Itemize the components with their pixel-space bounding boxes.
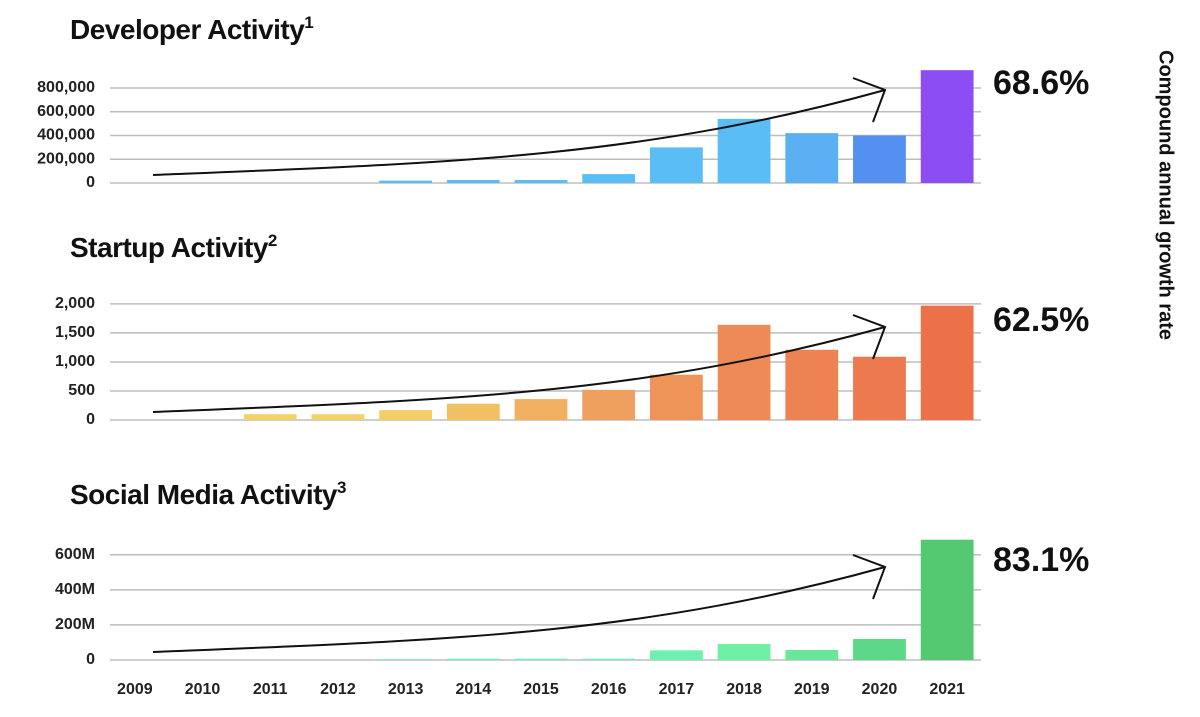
- x-tick-label: 2010: [185, 681, 221, 698]
- title-text: Developer Activity: [70, 14, 305, 45]
- y-tick-label: 0: [86, 174, 95, 191]
- x-tick-label: 2019: [794, 681, 830, 698]
- bar: [514, 180, 568, 183]
- bar: [582, 658, 636, 660]
- x-tick-label: 2016: [591, 681, 627, 698]
- y-tick-label: 1,500: [55, 324, 95, 341]
- y-tick-label: 0: [86, 411, 95, 428]
- trend-arrow: [152, 566, 886, 653]
- bar: [920, 539, 974, 660]
- arrow-head: [852, 554, 887, 600]
- title-note: 2: [268, 231, 277, 250]
- x-tick-label: 2018: [726, 681, 762, 698]
- chart-title: Social Media Activity3: [70, 478, 346, 510]
- x-tick-label: 2009: [117, 681, 153, 698]
- y-tick-label: 800,000: [37, 79, 95, 96]
- growth-rate: 68.6%: [993, 64, 1089, 102]
- bar: [717, 118, 771, 183]
- bar: [379, 659, 433, 660]
- y-tick-label: 0: [86, 651, 95, 668]
- y-tick-label: 600,000: [37, 103, 95, 120]
- x-tick-label: 2020: [862, 681, 898, 698]
- chart-title: Startup Activity2: [70, 231, 277, 263]
- side-label: Compound annual growth rate: [1155, 50, 1177, 340]
- bar: [446, 180, 500, 183]
- bar: [649, 650, 703, 660]
- x-tick-label: 2021: [929, 681, 965, 698]
- x-tick-label: 2013: [388, 681, 424, 698]
- bar: [717, 324, 771, 420]
- bar: [243, 414, 297, 420]
- bar: [311, 414, 365, 420]
- title-note: 3: [337, 478, 346, 497]
- bar: [920, 70, 974, 183]
- x-tick-label: 2015: [523, 681, 559, 698]
- bar: [514, 399, 568, 420]
- title-text: Social Media Activity: [70, 479, 338, 510]
- bar: [649, 374, 703, 420]
- y-tick-label: 400,000: [37, 127, 95, 144]
- bar: [582, 174, 636, 183]
- chart-title: Developer Activity1: [70, 13, 313, 45]
- x-tick-label: 2017: [659, 681, 695, 698]
- title-text: Startup Activity: [70, 232, 269, 263]
- arrow-head: [852, 77, 887, 123]
- title-note: 1: [304, 13, 313, 32]
- bar: [785, 650, 839, 660]
- bar: [853, 638, 906, 660]
- growth-rate: 83.1%: [993, 541, 1089, 579]
- bar: [514, 658, 568, 660]
- y-tick-label: 500: [68, 382, 95, 399]
- bar: [853, 135, 906, 183]
- growth-rate: 62.5%: [993, 301, 1089, 339]
- y-tick-label: 2,000: [55, 295, 95, 312]
- bar: [379, 410, 433, 420]
- trend-arrow: [152, 89, 886, 176]
- arrow-head: [852, 314, 887, 360]
- y-tick-label: 400M: [55, 581, 95, 598]
- bar: [446, 403, 500, 420]
- bar: [853, 356, 906, 420]
- bar: [920, 305, 974, 420]
- bar: [379, 180, 433, 183]
- y-tick-label: 1,000: [55, 353, 95, 370]
- y-tick-label: 200,000: [37, 150, 95, 167]
- y-tick-label: 200M: [55, 616, 95, 633]
- bar: [785, 349, 839, 420]
- y-tick-label: 600M: [55, 546, 95, 563]
- bar: [717, 644, 771, 660]
- trend-arrow: [152, 326, 886, 413]
- bar: [785, 133, 839, 183]
- bar: [582, 389, 636, 420]
- x-tick-label: 2014: [456, 681, 492, 698]
- x-tick-label: 2012: [320, 681, 356, 698]
- bar: [649, 147, 703, 183]
- bar: [446, 658, 500, 660]
- x-tick-label: 2011: [253, 681, 288, 698]
